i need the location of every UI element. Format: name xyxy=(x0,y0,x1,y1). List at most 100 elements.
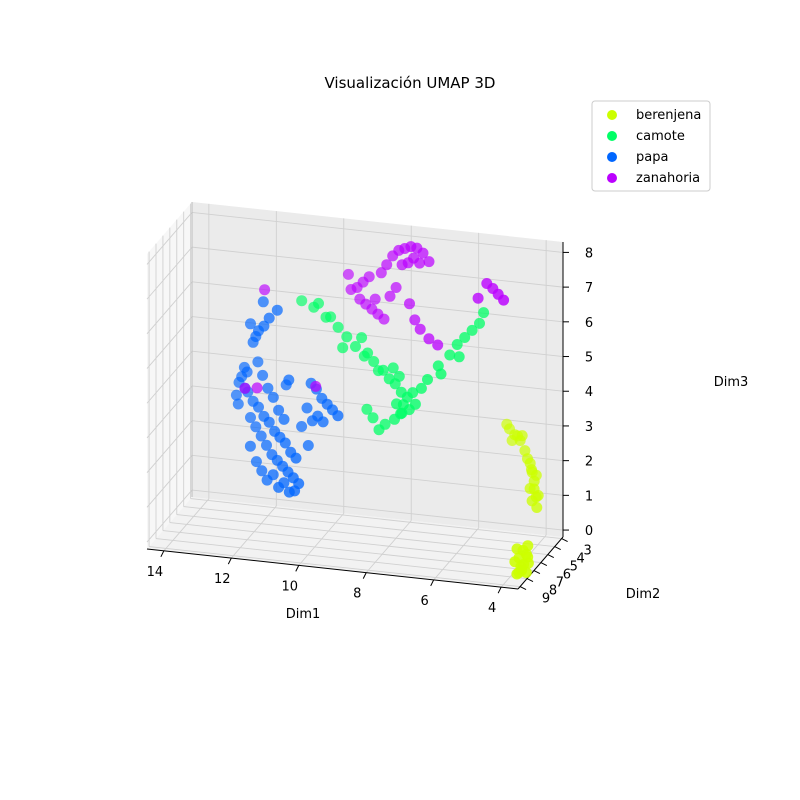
point-berenjena xyxy=(531,502,543,513)
point-zanahoria xyxy=(375,267,387,279)
point-papa xyxy=(273,404,285,416)
gridline-z-side xyxy=(146,316,193,369)
y-tick-mark xyxy=(554,546,561,551)
x-tick-label: 14 xyxy=(147,565,164,580)
point-camote xyxy=(415,382,427,394)
y-axis-line xyxy=(517,536,564,590)
z-axis-label: Dim3 xyxy=(714,375,749,390)
z-tick-label: 6 xyxy=(585,316,593,331)
x-tick-mark xyxy=(295,565,300,572)
point-zanahoria xyxy=(498,294,510,306)
point-papa xyxy=(296,421,308,432)
point-papa xyxy=(230,389,242,401)
legend-marker-papa xyxy=(607,152,617,162)
point-papa xyxy=(257,296,269,308)
point-zanahoria xyxy=(404,298,415,310)
point-zanahoria xyxy=(384,290,396,302)
y-axis-label: Dim2 xyxy=(626,587,661,602)
z-tick-label: 1 xyxy=(585,489,593,504)
point-papa xyxy=(257,369,269,381)
point-zanahoria xyxy=(414,257,426,269)
point-camote xyxy=(332,321,344,333)
z-tick-label: 3 xyxy=(585,420,593,435)
point-camote xyxy=(459,332,471,343)
x-tick-mark xyxy=(227,557,232,565)
gridline-y-floor xyxy=(169,522,541,564)
gridline-z-side xyxy=(146,420,193,473)
z-tick-label: 8 xyxy=(585,246,593,261)
y-tick-mark xyxy=(526,578,534,583)
point-camote xyxy=(361,403,373,415)
point-camote xyxy=(391,398,402,410)
gridline-z-back xyxy=(191,246,564,288)
point-papa xyxy=(279,437,291,449)
point-papa xyxy=(244,440,256,452)
point-camote xyxy=(362,347,374,359)
gridline-z-side xyxy=(146,212,193,265)
point-camote xyxy=(325,311,337,323)
y-tick-label: 6 xyxy=(563,568,571,583)
point-papa xyxy=(253,401,264,413)
point-papa xyxy=(232,398,244,410)
gridline-y-floor xyxy=(149,546,521,588)
x-tick-label: 10 xyxy=(281,579,298,594)
point-papa xyxy=(263,416,275,428)
point-papa xyxy=(245,412,256,423)
y-tick-label: 8 xyxy=(549,584,557,599)
axes-panes xyxy=(146,202,569,594)
point-zanahoria xyxy=(423,256,435,268)
point-zanahoria xyxy=(369,293,381,305)
y-tick-label: 5 xyxy=(570,560,578,575)
point-papa xyxy=(255,430,267,442)
point-papa xyxy=(258,320,270,332)
x-tick-mark xyxy=(430,579,435,587)
point-camote xyxy=(377,364,389,376)
point-zanahoria xyxy=(423,333,435,345)
x-axis-label: Dim1 xyxy=(286,607,321,622)
gridline-z-back xyxy=(191,211,564,253)
point-zanahoria xyxy=(239,382,251,394)
point-papa xyxy=(290,452,302,464)
point-camote xyxy=(396,407,408,419)
gridline-y-floor xyxy=(155,538,528,580)
legend-box xyxy=(591,100,711,192)
point-zanahoria xyxy=(409,314,421,326)
point-camote xyxy=(356,332,368,344)
x-tick-mark xyxy=(160,550,165,558)
legend-marker-zanahoria xyxy=(607,173,617,183)
gridline-z-side xyxy=(146,455,193,508)
legend-label-zanahoria: zanahoria xyxy=(636,171,700,186)
point-berenjena xyxy=(528,483,540,495)
point-camote xyxy=(478,307,490,319)
point-camote xyxy=(407,387,419,399)
point-zanahoria xyxy=(259,284,271,296)
point-camote xyxy=(435,368,447,380)
point-papa xyxy=(262,382,274,394)
y-tick-label: 3 xyxy=(583,544,591,559)
gridline-z-side xyxy=(146,281,193,335)
point-zanahoria xyxy=(363,271,375,283)
point-papa xyxy=(267,391,279,403)
z-tick-label: 2 xyxy=(585,455,593,470)
point-berenjena xyxy=(516,564,528,576)
gridline-y-floor xyxy=(190,498,562,540)
point-camote xyxy=(451,339,463,350)
point-camote xyxy=(389,378,401,390)
point-camote xyxy=(474,317,485,329)
point-papa xyxy=(250,456,262,468)
point-zanahoria xyxy=(390,282,402,293)
point-camote xyxy=(341,331,353,343)
point-camote xyxy=(422,374,433,385)
legend-label-camote: camote xyxy=(636,129,685,144)
point-zanahoria xyxy=(432,339,444,351)
point-zanahoria xyxy=(310,380,322,392)
gridline-y-floor xyxy=(162,530,534,572)
point-papa xyxy=(267,469,279,481)
point-zanahoria xyxy=(378,313,390,325)
chart-title: Visualización UMAP 3D xyxy=(325,74,496,92)
point-papa xyxy=(278,413,290,425)
y-tick-label: 7 xyxy=(556,576,564,591)
legend: berenjena camote papa zanahoria xyxy=(591,100,711,192)
point-camote xyxy=(350,341,361,352)
